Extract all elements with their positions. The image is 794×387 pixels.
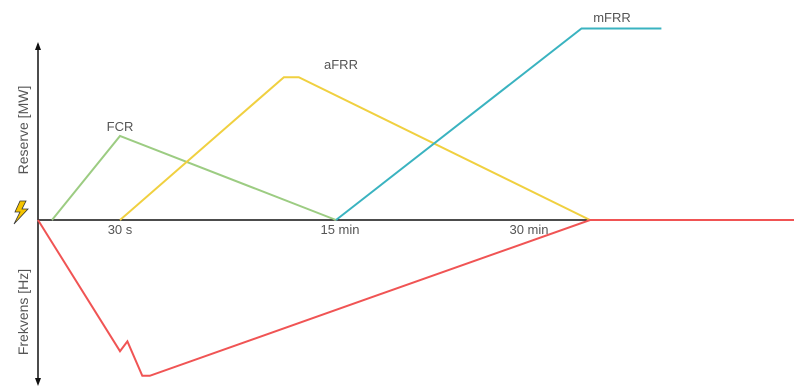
series-line-mfrr: [335, 27, 662, 221]
lightning-bolt-icon: [13, 200, 29, 225]
series-line-afrr: [119, 76, 591, 221]
series-label-afrr: aFRR: [324, 57, 358, 72]
upper-axis-title: Reserve [MW]: [15, 86, 31, 175]
x-tick-label: 30 s: [108, 222, 133, 237]
series-line-fcr: [51, 134, 337, 221]
lower-axis-title: Frekvens [Hz]: [15, 269, 31, 355]
y-axis-arrow-up: [35, 42, 41, 50]
series-line-frequency: [37, 219, 794, 377]
y-axis-arrow-down: [35, 378, 41, 386]
series-label-mfrr: mFRR: [593, 10, 631, 25]
x-tick-label: 30 min: [509, 222, 548, 237]
x-tick-label: 15 min: [320, 222, 359, 237]
series-label-fcr: FCR: [107, 119, 134, 134]
